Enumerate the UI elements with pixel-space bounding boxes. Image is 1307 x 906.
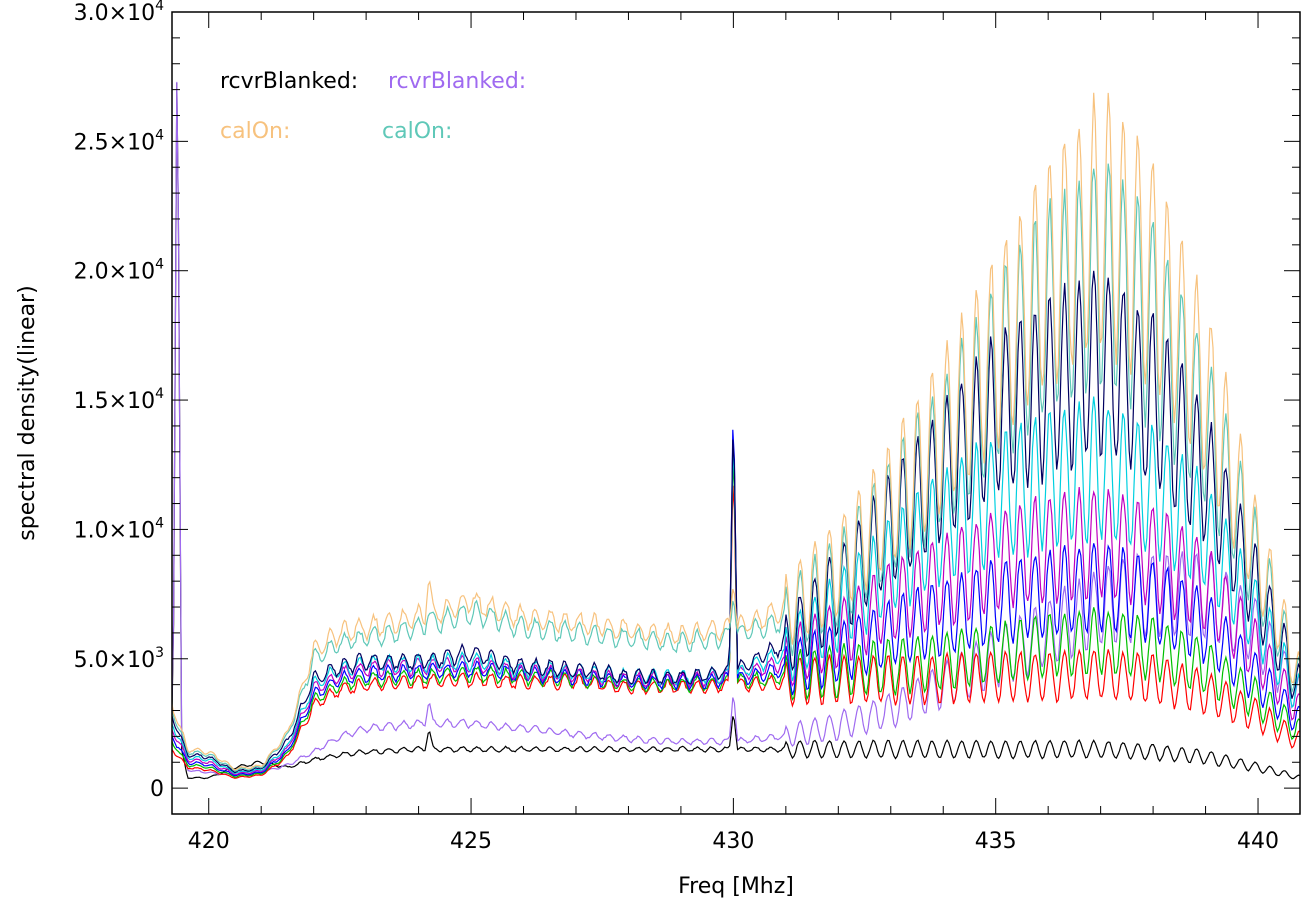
y-tick-label: 0 bbox=[150, 777, 164, 802]
series-line-9 bbox=[172, 163, 1300, 772]
y-tick-label: 3.0×104 bbox=[74, 0, 164, 26]
y-tick-label: 1.5×104 bbox=[74, 386, 164, 414]
x-tick-label: 435 bbox=[975, 829, 1017, 854]
series-line-1 bbox=[172, 82, 1300, 780]
legend: rcvrBlanked: rcvrBlanked: calOn: calOn: bbox=[220, 69, 526, 144]
legend-item-1: rcvrBlanked: bbox=[220, 69, 358, 94]
legend-item-3: calOn: bbox=[220, 119, 290, 144]
y-tick-label: 5.0×103 bbox=[74, 645, 164, 673]
y-axis-ticks: 0 5.0×103 1.0×104 1.5×104 2.0×104 2.5×104 3.0×… bbox=[74, 0, 1300, 802]
x-tick-label: 420 bbox=[188, 829, 230, 854]
plot-frame bbox=[171, 11, 1301, 815]
x-tick-label: 440 bbox=[1237, 829, 1279, 854]
x-tick-label: 425 bbox=[450, 829, 492, 854]
series-line-8 bbox=[172, 270, 1300, 774]
x-axis-title: Freq [Mhz] bbox=[678, 874, 794, 899]
legend-item-2: rcvrBlanked: bbox=[388, 69, 526, 94]
series-line-10 bbox=[172, 92, 1300, 771]
y-tick-label: 1.0×104 bbox=[74, 515, 164, 543]
series-layer bbox=[172, 81, 1300, 780]
legend-item-4: calOn: bbox=[382, 119, 452, 144]
x-tick-label: 430 bbox=[712, 829, 754, 854]
y-axis-title: spectral density(linear) bbox=[15, 285, 40, 540]
x-axis-ticks: 420 425 430 435 440 bbox=[188, 12, 1279, 854]
y-tick-label: 2.5×104 bbox=[74, 127, 164, 155]
series-line-2 bbox=[172, 81, 1300, 777]
y-tick-label: 2.0×104 bbox=[74, 257, 164, 285]
